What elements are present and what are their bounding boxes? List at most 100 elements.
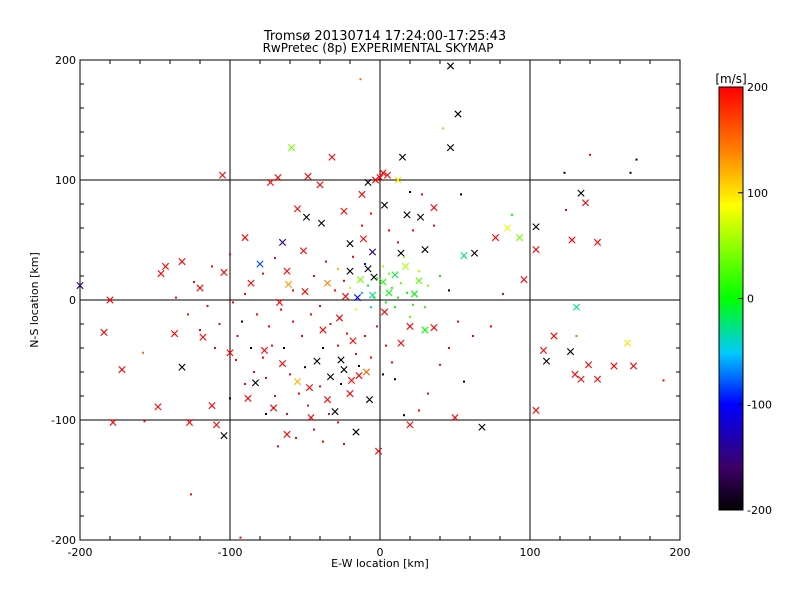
data-point-dot bbox=[629, 171, 632, 174]
data-point-x bbox=[283, 267, 291, 275]
data-point-dot bbox=[391, 287, 393, 289]
data-point-dot bbox=[319, 305, 321, 307]
data-point-x bbox=[406, 421, 414, 429]
data-point-x bbox=[199, 333, 207, 341]
data-point-dot bbox=[175, 296, 177, 299]
data-point-dot bbox=[346, 332, 348, 335]
data-point-x bbox=[278, 360, 287, 368]
data-point-x bbox=[416, 213, 425, 221]
data-point-x bbox=[397, 339, 405, 347]
data-points bbox=[76, 62, 665, 539]
data-point-x bbox=[266, 178, 275, 186]
data-point-x bbox=[178, 363, 186, 371]
data-point-dot bbox=[388, 272, 390, 275]
data-point-dot bbox=[394, 378, 396, 381]
data-point-x bbox=[269, 404, 278, 412]
data-point-dot bbox=[376, 325, 378, 328]
data-point-x bbox=[593, 238, 602, 246]
data-point-x bbox=[323, 396, 332, 404]
data-point-x bbox=[451, 414, 459, 422]
data-point-x bbox=[178, 258, 186, 266]
data-point-x bbox=[401, 262, 410, 270]
data-point-x bbox=[157, 270, 165, 278]
data-point-x bbox=[572, 303, 581, 311]
colorbar-ticks: 200 100 0 -100 -200 bbox=[738, 81, 772, 517]
data-point-x bbox=[623, 339, 632, 347]
data-point-dot bbox=[292, 320, 294, 323]
y-tick-labels: -200 -100 0 100 200 bbox=[51, 54, 76, 547]
data-point-dot bbox=[376, 277, 378, 280]
data-point-dot bbox=[448, 347, 450, 349]
data-point-x bbox=[304, 172, 312, 180]
data-point-dot bbox=[187, 313, 189, 316]
data-point-x bbox=[406, 322, 414, 330]
data-point-x bbox=[170, 330, 179, 338]
data-point-dot bbox=[193, 281, 195, 283]
data-point-x bbox=[247, 279, 255, 287]
data-point-dot bbox=[442, 127, 444, 130]
data-point-x bbox=[532, 223, 540, 231]
data-point-dot bbox=[412, 229, 414, 232]
colorbar-unit-label: [m/s] bbox=[715, 72, 746, 86]
data-point-x bbox=[568, 236, 576, 244]
data-point-x bbox=[421, 326, 429, 334]
data-point-x bbox=[313, 357, 321, 365]
data-point-dot bbox=[250, 347, 252, 349]
data-point-x bbox=[391, 271, 399, 279]
data-point-x bbox=[359, 235, 368, 243]
x-axis-label: E-W location [km] bbox=[331, 557, 429, 570]
data-point-dot bbox=[190, 493, 192, 496]
data-point-dot bbox=[304, 366, 306, 369]
data-point-x bbox=[398, 153, 407, 161]
data-point-x bbox=[346, 240, 354, 248]
data-point-x bbox=[301, 288, 309, 296]
data-point-dot bbox=[391, 361, 393, 364]
data-point-dot bbox=[244, 293, 246, 295]
data-point-x bbox=[421, 246, 429, 254]
y-tick-label: -200 bbox=[51, 534, 76, 547]
data-point-dot bbox=[490, 325, 492, 328]
data-point-dot bbox=[511, 213, 513, 216]
data-point-x bbox=[503, 224, 512, 232]
data-point-x bbox=[380, 308, 389, 316]
colorbar-tick-label: -100 bbox=[747, 398, 772, 411]
data-point-dot bbox=[235, 359, 237, 361]
data-point-dot bbox=[502, 293, 504, 295]
data-point-dot bbox=[403, 414, 405, 417]
chart-title: Tromsø 20130714 17:24:00-17:25:43 bbox=[263, 29, 506, 44]
data-point-dot bbox=[403, 255, 405, 258]
y-axis-label: N-S location [km] bbox=[28, 252, 41, 348]
data-point-dot bbox=[322, 347, 324, 349]
x-tick-labels: -200 -100 0 100 200 bbox=[68, 546, 691, 559]
data-point-x bbox=[118, 366, 126, 374]
data-point-dot bbox=[313, 275, 315, 277]
data-point-x bbox=[251, 379, 260, 387]
y-tick-label: 200 bbox=[55, 54, 76, 67]
data-point-dot bbox=[229, 397, 231, 400]
data-point-dot bbox=[229, 253, 231, 256]
data-point-x bbox=[532, 246, 540, 254]
colorbar-tick-label: 0 bbox=[747, 293, 754, 306]
data-point-x bbox=[274, 174, 282, 182]
data-point-x bbox=[364, 265, 372, 273]
data-point-x bbox=[380, 201, 389, 209]
data-point-x bbox=[355, 372, 363, 380]
data-point-dot bbox=[280, 308, 282, 311]
colorbar-tick-label: 200 bbox=[747, 81, 768, 94]
data-point-x bbox=[364, 178, 372, 186]
data-point-x bbox=[454, 110, 462, 118]
data-point-x bbox=[532, 406, 540, 414]
data-point-dot bbox=[340, 383, 342, 385]
x-tick-label: 0 bbox=[377, 546, 384, 559]
data-point-dot bbox=[298, 392, 300, 395]
data-point-dot bbox=[352, 255, 354, 258]
data-point-x bbox=[346, 267, 354, 275]
data-point-dot bbox=[463, 380, 465, 383]
data-point-dot bbox=[325, 260, 327, 263]
x-tick-label: -100 bbox=[218, 546, 243, 559]
data-point-dot bbox=[427, 392, 429, 395]
data-point-x bbox=[550, 332, 558, 340]
data-point-x bbox=[415, 277, 423, 285]
data-point-dot bbox=[274, 257, 276, 259]
